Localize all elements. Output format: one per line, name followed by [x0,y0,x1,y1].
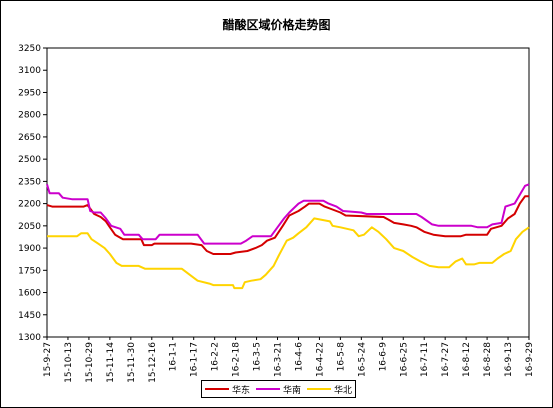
series-group [46,183,530,290]
y-tick-label: 3250 [18,44,41,54]
x-tick-label: 15-10-29 [85,342,95,383]
x-tick-label: 16-3-5 [253,342,263,371]
x-tick-label: 16-6-25 [399,342,409,377]
legend-swatch [306,388,331,390]
legend-label: 华北 [333,385,352,396]
chart-title: 醋酸区域价格走势图 [222,18,331,32]
legend-label: 华东 [231,385,250,396]
y-tick-label: 2500 [18,155,41,165]
legend: 华东 华南 华北 [201,380,356,398]
y-tick-label: 2950 [18,88,41,98]
x-tick-label: 16-5-24 [357,342,367,377]
y-tick-label: 3100 [18,66,41,76]
y-tick-label: 2800 [18,111,41,121]
legend-item: 华南 [255,383,301,396]
legend-swatch [255,388,280,390]
x-tick-label: 16-9-29 [525,342,535,377]
x-tick-label: 15-9-27 [43,342,53,377]
x-tick-label: 16-3-21 [274,342,284,377]
x-axis: 15-9-27 15-10-13 15-10-29 15-11-14 15-11-30 1… [43,337,535,383]
x-tick-label: 16-9-13 [504,342,514,377]
plot-border [46,47,530,338]
x-tick-label: 16-6-9 [378,342,388,372]
y-tick-label: 1300 [18,333,41,343]
y-tick-label: 2200 [18,200,41,210]
x-tick-label: 16-2-18 [232,342,242,377]
x-tick-label: 16-5-8 [336,342,346,372]
y-tick-label: 2350 [18,177,41,187]
legend-swatch [204,388,229,390]
x-tick-label: 15-10-13 [64,342,74,383]
legend-label: 华南 [282,385,301,396]
x-tick-label: 16-1-17 [190,342,200,377]
x-tick-label: 16-7-11 [420,342,430,377]
y-tick-label: 2650 [18,133,41,143]
y-tick-label: 1900 [18,244,41,254]
series-line-3 [47,217,530,290]
series-line-2 [46,183,530,245]
y-tick-label: 1750 [18,266,41,276]
x-tick-label: 15-11-14 [106,342,116,383]
legend-item: 华北 [306,383,352,396]
x-tick-label: 15-11-30 [127,342,137,383]
y-tick-label: 1450 [18,311,41,321]
x-tick-label: 16-8-28 [483,342,493,377]
y-tick-label: 2050 [18,222,41,232]
x-tick-label: 16-1-1 [169,342,179,371]
y-axis: 1300 1450 1600 1750 1900 2050 2200 2350 2500 2650… [18,44,47,343]
series-line-1 [46,195,529,255]
x-tick-label: 16-4-6 [294,342,304,372]
x-tick-label: 16-2-2 [211,342,221,371]
x-tick-label: 16-4-22 [315,342,325,377]
y-tick-label: 1600 [18,289,41,299]
x-tick-label: 16-8-12 [462,342,472,377]
legend-item: 华东 [204,383,250,396]
x-tick-label: 15-12-16 [148,342,158,383]
x-tick-label: 16-7-27 [441,342,451,377]
